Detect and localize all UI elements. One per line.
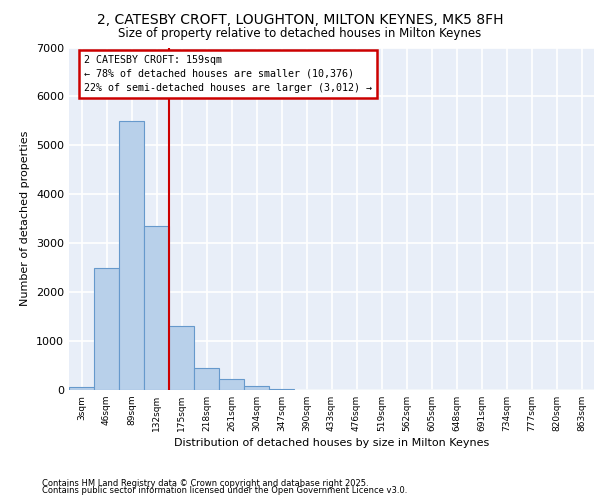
Bar <box>169 326 194 390</box>
Text: Size of property relative to detached houses in Milton Keynes: Size of property relative to detached ho… <box>118 28 482 40</box>
Text: 2 CATESBY CROFT: 159sqm
← 78% of detached houses are smaller (10,376)
22% of sem: 2 CATESBY CROFT: 159sqm ← 78% of detache… <box>84 55 372 93</box>
Bar <box>69 387 94 390</box>
Text: Contains public sector information licensed under the Open Government Licence v3: Contains public sector information licen… <box>42 486 407 495</box>
Y-axis label: Number of detached properties: Number of detached properties <box>20 131 31 306</box>
X-axis label: Distribution of detached houses by size in Milton Keynes: Distribution of detached houses by size … <box>174 438 489 448</box>
Bar <box>219 379 244 390</box>
Bar <box>269 388 294 390</box>
Bar <box>144 226 169 390</box>
Text: Contains HM Land Registry data © Crown copyright and database right 2025.: Contains HM Land Registry data © Crown c… <box>42 478 368 488</box>
Bar <box>194 368 219 390</box>
Text: 2, CATESBY CROFT, LOUGHTON, MILTON KEYNES, MK5 8FH: 2, CATESBY CROFT, LOUGHTON, MILTON KEYNE… <box>97 12 503 26</box>
Bar <box>119 121 144 390</box>
Bar <box>244 386 269 390</box>
Bar <box>94 268 119 390</box>
